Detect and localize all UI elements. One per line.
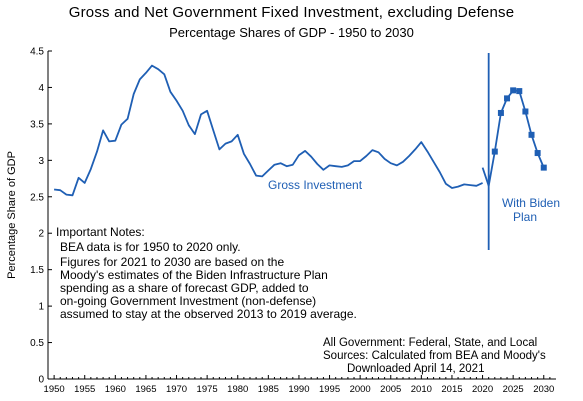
data-point-biden-plan	[497, 109, 504, 116]
x-tick-label: 2015	[441, 384, 462, 395]
y-tick-label: 1	[38, 302, 44, 313]
y-tick-label: 4	[38, 83, 44, 94]
x-tick-label: 1970	[166, 384, 187, 395]
data-point-biden-plan	[534, 150, 541, 157]
y-tick-label: 2	[38, 229, 44, 240]
y-tick-label: 2.5	[30, 192, 44, 203]
chart-title: Gross and Net Government Fixed Investmen…	[68, 4, 515, 21]
data-point-biden-plan	[540, 164, 547, 171]
x-tick-label: 2000	[350, 384, 371, 395]
x-tick-label: 1990	[288, 384, 309, 395]
note-line: on-going Government Investment (non-defe…	[60, 294, 316, 308]
y-axis-ticks: 0 0.5 1 1.5 2 2.5 3 3.5 4 4.5	[30, 47, 52, 386]
data-point-biden-plan	[528, 131, 535, 138]
biden-plan-label-line2: Plan	[513, 210, 537, 224]
gross-investment-label: Gross Investment	[268, 178, 363, 192]
x-tick-label: 2030	[533, 384, 554, 395]
x-tick-label: 2010	[411, 384, 432, 395]
y-axis-label: Percentage Share of GDP	[6, 151, 18, 279]
x-tick-label: 1975	[197, 384, 218, 395]
series-line-gross-investment	[53, 64, 483, 197]
y-tick-label: 3.5	[30, 119, 44, 130]
x-tick-label: 1960	[105, 384, 126, 395]
data-point-biden-plan	[522, 108, 529, 115]
series-layer	[53, 53, 547, 250]
x-tick-label: 1965	[135, 384, 156, 395]
note-line: Figures for 2021 to 2030 are based on th…	[60, 255, 284, 269]
x-tick-label: 1950	[44, 384, 65, 395]
source-line: Sources: Calculated from BEA and Moody's	[323, 350, 546, 362]
axes	[47, 51, 556, 380]
note-line: spending as a share of forecast GDP, add…	[60, 281, 309, 295]
x-tick-label: 2005	[380, 384, 401, 395]
x-tick-label: 1955	[74, 384, 95, 395]
data-point-biden-plan	[516, 88, 523, 95]
note-line: assumed to stay at the observed 2013 to …	[60, 307, 357, 321]
data-point-biden-plan	[504, 95, 511, 102]
x-tick-label: 2025	[503, 384, 524, 395]
biden-plan-label-line1: With Biden	[502, 196, 560, 210]
y-tick-label: 3	[38, 156, 44, 167]
x-tick-label: 1985	[258, 384, 279, 395]
x-tick-label: 2020	[472, 384, 493, 395]
source-line: Downloaded April 14, 2021	[347, 363, 484, 375]
note-line: Important Notes:	[56, 225, 145, 239]
note-line: BEA data is for 1950 to 2020 only.	[60, 240, 241, 254]
annotations: Gross Investment With Biden Plan Importa…	[56, 178, 560, 375]
x-tick-label: 1995	[319, 384, 340, 395]
note-line: Moody's estimates of the Biden Infrastru…	[60, 268, 328, 282]
x-axis-ticks: 1950 1955 1960 1965 1970 1975 1980 1985 1990 1995…	[44, 375, 554, 395]
data-point-biden-plan	[491, 148, 498, 155]
chart-subtitle: Percentage Shares of GDP - 1950 to 2030	[169, 25, 414, 40]
y-tick-label: 4.5	[30, 47, 44, 58]
y-tick-label: 1.5	[30, 265, 44, 276]
source-line: All Government: Federal, State, and Loca…	[323, 337, 537, 349]
series-line-biden-plan	[481, 89, 545, 187]
source-notes: All Government: Federal, State, and Loca…	[323, 337, 546, 375]
x-tick-label: 1980	[227, 384, 248, 395]
important-notes: Important Notes:BEA data is for 1950 to …	[56, 225, 357, 321]
data-point-biden-plan	[510, 87, 517, 94]
y-tick-label: 0.5	[30, 338, 44, 349]
y-tick-label: 0	[38, 375, 44, 386]
